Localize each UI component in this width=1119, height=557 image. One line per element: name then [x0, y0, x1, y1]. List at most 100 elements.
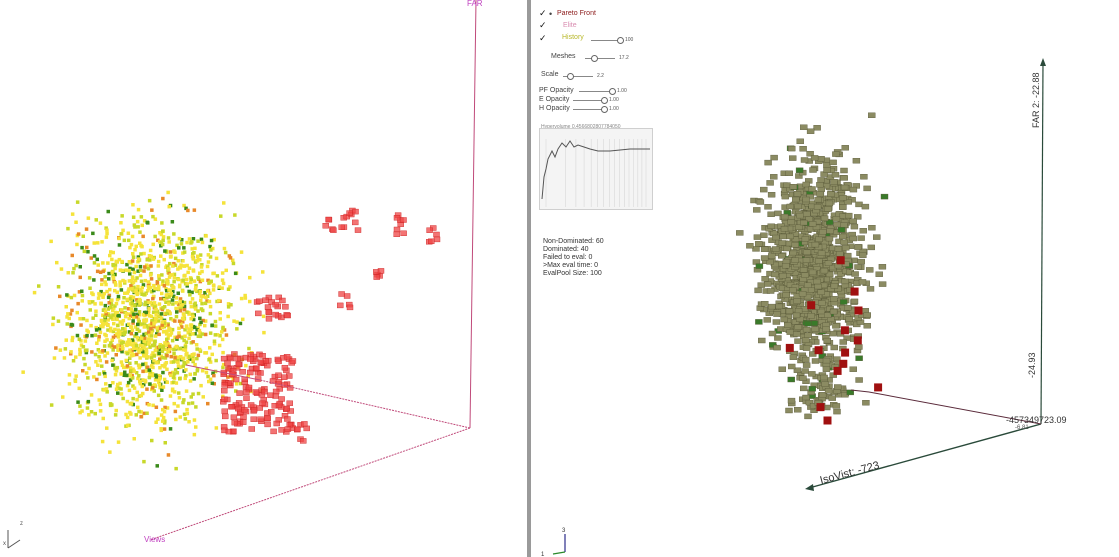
- history-point: [162, 257, 166, 262]
- history-point: [187, 355, 192, 359]
- history-point: [146, 221, 150, 225]
- history-point: [829, 372, 837, 378]
- history-point: [151, 403, 155, 408]
- meshes-slider-knob[interactable]: [591, 55, 598, 62]
- history-point: [123, 370, 127, 374]
- history-point: [103, 354, 107, 358]
- scale-slider-track[interactable]: [563, 76, 593, 77]
- scale-slider-knob[interactable]: [567, 73, 574, 80]
- history-point: [246, 374, 250, 378]
- history-point: [104, 322, 109, 326]
- history-point: [142, 312, 146, 317]
- history-point: [182, 203, 186, 208]
- history-point: [114, 283, 118, 287]
- history-point: [149, 254, 153, 259]
- history-point: [213, 333, 218, 337]
- history-point: [67, 316, 71, 321]
- e-opacity-slider-track[interactable]: [573, 100, 605, 101]
- history-point: [82, 356, 86, 361]
- history-point: [824, 388, 833, 394]
- history-point: [75, 310, 79, 315]
- history-point: [199, 265, 204, 269]
- history-point: [786, 233, 794, 240]
- history-point: [169, 292, 173, 296]
- history-point: [786, 329, 794, 335]
- history-checkbox[interactable]: ✓: [539, 33, 547, 43]
- left-3d-viewport[interactable]: FAR Views z x: [0, 0, 527, 557]
- history-point: [93, 333, 98, 337]
- history-point: [127, 238, 131, 243]
- history-point: [184, 352, 188, 357]
- e-opacity-slider-knob[interactable]: [601, 97, 608, 104]
- history-point: [105, 231, 109, 236]
- history-point: [156, 417, 160, 421]
- history-point: [823, 337, 831, 344]
- pareto-cube: [225, 428, 233, 435]
- pareto-cube: [281, 374, 288, 380]
- history-point: [112, 345, 117, 349]
- history-point: [796, 138, 804, 145]
- history-point: [784, 322, 792, 328]
- history-point: [125, 343, 129, 348]
- viewport-split-divider[interactable]: [527, 0, 531, 557]
- history-slider-knob[interactable]: [617, 37, 624, 44]
- history-point: [211, 283, 216, 287]
- history-point: [119, 288, 124, 292]
- history-point: [117, 236, 121, 241]
- left-axes: [149, 0, 477, 541]
- pareto-cube: [823, 416, 832, 425]
- meshes-slider-track[interactable]: [585, 58, 615, 59]
- history-point: [120, 310, 124, 314]
- history-point: [122, 238, 127, 243]
- history-point: [115, 290, 119, 294]
- history-point: [798, 291, 807, 297]
- history-point: [129, 284, 133, 288]
- history-point: [105, 351, 110, 355]
- history-point: [768, 253, 776, 259]
- history-slider-track[interactable]: [591, 40, 623, 41]
- history-point: [131, 315, 136, 320]
- pareto-cube: [272, 388, 280, 395]
- h-opacity-slider-track[interactable]: [573, 109, 605, 110]
- history-point: [208, 331, 213, 335]
- history-point: [136, 299, 140, 304]
- history-point: [98, 409, 103, 413]
- history-point: [207, 358, 211, 362]
- history-point: [86, 376, 90, 380]
- pareto-cube: [373, 274, 380, 280]
- history-point: [148, 248, 153, 253]
- history-point: [142, 219, 147, 223]
- history-point: [94, 309, 98, 313]
- history-point: [96, 241, 100, 245]
- history-point: [195, 369, 200, 373]
- pf-opacity-slider-knob[interactable]: [609, 88, 616, 95]
- history-point: [845, 212, 853, 219]
- elite-checkbox[interactable]: ✓: [539, 20, 547, 30]
- history-point: [181, 251, 185, 255]
- pareto-checkbox[interactable]: ✓: [539, 8, 547, 18]
- history-point: [123, 314, 128, 319]
- h-opacity-slider-knob[interactable]: [601, 106, 608, 113]
- history-point: [212, 382, 216, 386]
- history-point: [148, 345, 152, 349]
- history-point: [773, 311, 781, 317]
- history-point: [153, 286, 157, 291]
- history-point: [138, 364, 143, 368]
- history-point: [171, 289, 175, 294]
- history-point: [813, 125, 821, 131]
- history-point: [72, 266, 76, 271]
- history-point: [154, 420, 158, 424]
- history-point: [808, 221, 817, 227]
- history-point: [755, 319, 763, 325]
- history-point: [69, 350, 73, 354]
- history-point: [198, 322, 202, 327]
- history-point: [113, 304, 117, 308]
- history-point: [793, 191, 802, 197]
- history-point: [162, 284, 167, 288]
- pf-opacity-slider-track[interactable]: [579, 91, 615, 92]
- history-point: [204, 295, 208, 300]
- history-point: [823, 162, 831, 168]
- history-point: [181, 320, 185, 324]
- history-point: [221, 365, 225, 370]
- right-3d-viewport[interactable]: FAR 2: -22.88 -24.93 IsoVist: -723 -4573…: [531, 0, 1119, 557]
